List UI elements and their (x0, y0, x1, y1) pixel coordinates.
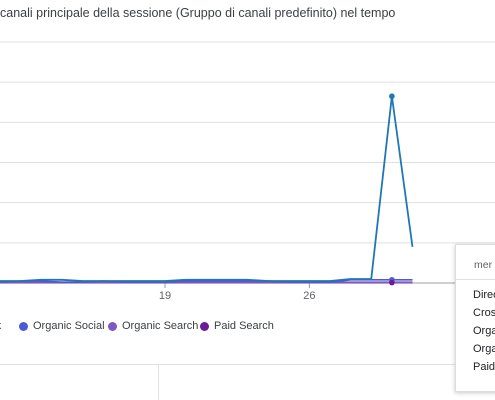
data-point-paid-search (389, 279, 395, 286)
tooltip-row-paid: Paid (473, 361, 495, 373)
legend-label: Organic Search (122, 320, 199, 332)
tooltip-row-cross: Cros (473, 307, 495, 319)
x-tick-label: 26 (303, 290, 315, 302)
legend-item-paid-search[interactable]: Paid Search (200, 320, 274, 332)
tooltip-row-organic-2: Orga (473, 343, 495, 355)
legend-label: ork (0, 320, 1, 332)
legend-item-organic-social[interactable]: Organic Social (19, 320, 105, 332)
series-lines (0, 95, 414, 284)
chart-tooltip: mer 2 Direc Cros Orga Orga Paid (455, 244, 495, 392)
grid-lines (0, 41, 495, 284)
legend-dot-icon (108, 321, 117, 331)
legend-label: Paid Search (214, 320, 274, 332)
legend-item-direct[interactable]: ork (0, 320, 1, 332)
x-axis-ticks: 19 26 (159, 283, 316, 302)
data-point-peak (389, 93, 395, 100)
tooltip-row-direct: Direc (473, 289, 495, 301)
x-tick-label: 19 (159, 290, 171, 302)
series-line-organic-social (0, 278, 413, 284)
data-points (389, 93, 395, 286)
column-divider (158, 365, 159, 400)
legend-dot-icon (19, 321, 28, 331)
series-line-direct (0, 95, 414, 282)
tooltip-date: mer 2 (474, 259, 495, 271)
tooltip-row-organic-1: Orga (473, 325, 495, 337)
legend-dot-icon (200, 321, 209, 331)
section-divider (0, 364, 495, 365)
tooltip-separator (456, 279, 495, 280)
legend-item-organic-search[interactable]: Organic Search (108, 320, 198, 332)
line-chart: 19 26 (0, 41, 495, 302)
chart-title: canali principale della sessione (Gruppo… (0, 6, 396, 20)
legend-label: Organic Social (33, 320, 105, 332)
